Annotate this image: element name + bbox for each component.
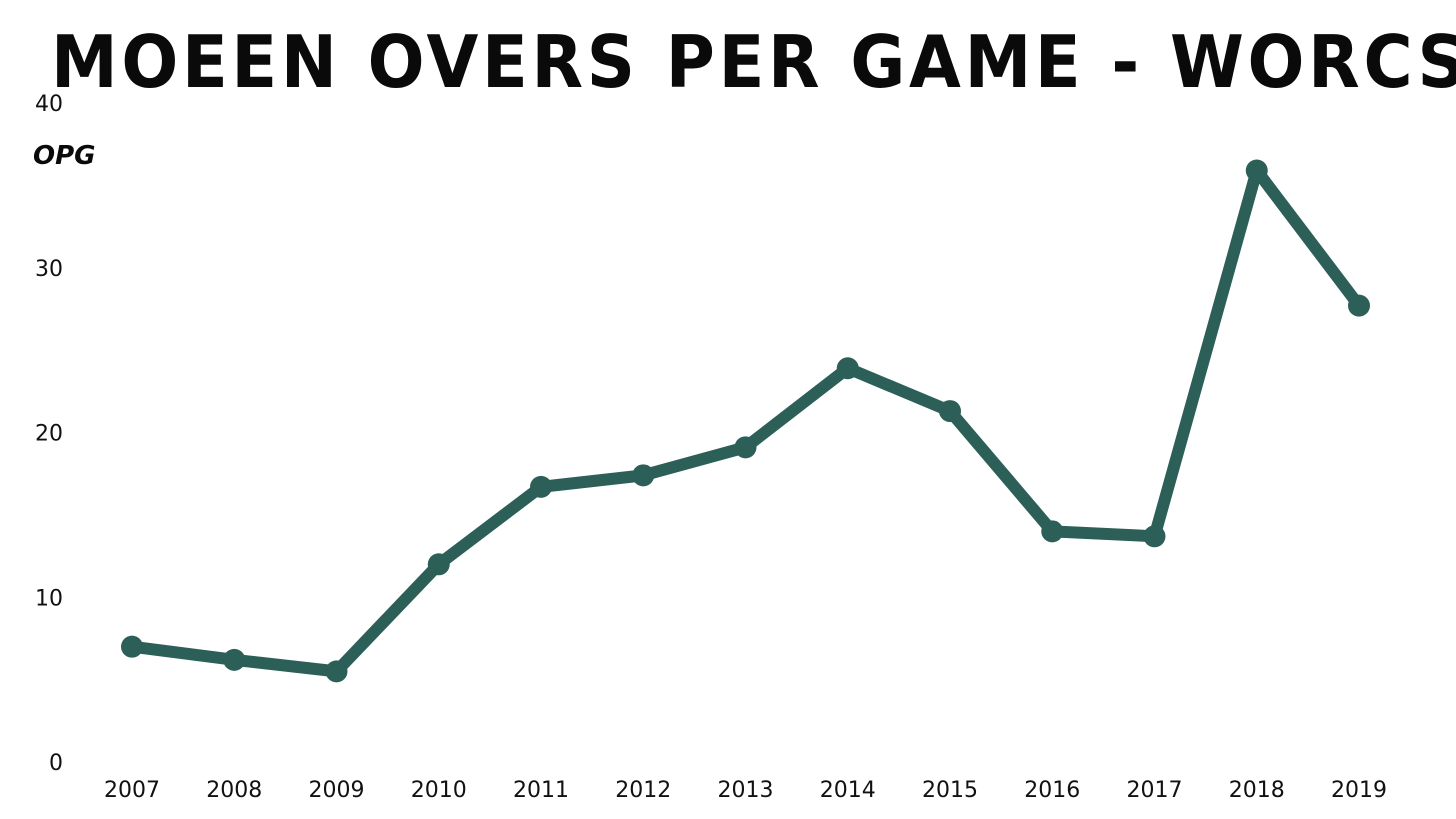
x-tick-label: 2018 [1229, 778, 1285, 803]
x-tick-label: 2007 [104, 778, 160, 803]
x-axis-ticks: 2007 2008 2009 2010 2011 2012 2013 2014 2015 2016… [104, 778, 1387, 803]
data-point-2012 [632, 464, 655, 487]
series-lines [126, 164, 1365, 678]
y-tick-label: 20 [35, 422, 63, 447]
y-axis-label: OPG [33, 141, 96, 171]
x-tick-label: 2014 [820, 778, 876, 803]
x-tick-label: 2012 [615, 778, 671, 803]
data-point-2007 [121, 635, 143, 658]
series-points [121, 159, 1370, 683]
data-point-2009 [325, 660, 348, 683]
x-tick-label: 2013 [718, 778, 774, 803]
data-point-2019 [1348, 294, 1370, 317]
data-point-2008 [223, 648, 246, 671]
data-point-2011 [530, 475, 552, 498]
data-point-2013 [734, 436, 757, 459]
data-point-2015 [939, 400, 961, 423]
y-tick-label: 30 [35, 257, 63, 282]
y-axis-ticks: 0 10 20 30 40 [35, 92, 63, 776]
x-tick-label: 2017 [1127, 778, 1183, 803]
y-tick-label: 0 [49, 751, 63, 776]
x-tick-label: 2008 [206, 778, 262, 803]
series-line [126, 164, 1365, 678]
data-point-2010 [427, 553, 450, 576]
x-tick-label: 2010 [411, 778, 467, 803]
chart-title: MOEEN OVERS PER GAME - WORCS [50, 20, 1456, 104]
x-tick-label: 2015 [922, 778, 978, 803]
data-point-2018 [1245, 159, 1268, 182]
x-tick-label: 2011 [513, 778, 569, 803]
y-tick-label: 40 [35, 92, 63, 117]
x-tick-label: 2009 [309, 778, 365, 803]
data-point-2016 [1041, 520, 1064, 543]
x-tick-label: 2016 [1024, 778, 1080, 803]
x-tick-label: 2019 [1331, 778, 1387, 803]
data-point-2017 [1143, 525, 1166, 548]
y-tick-label: 10 [35, 586, 63, 611]
data-point-2014 [836, 357, 859, 380]
